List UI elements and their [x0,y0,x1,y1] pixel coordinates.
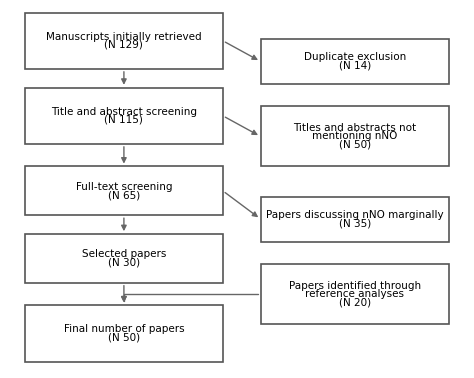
Text: (N 50): (N 50) [339,140,371,150]
FancyBboxPatch shape [25,88,223,144]
Text: (N 65): (N 65) [108,190,140,200]
Text: Final number of papers: Final number of papers [64,324,184,334]
Text: (N 129): (N 129) [104,40,143,50]
FancyBboxPatch shape [25,234,223,283]
Text: Title and abstract screening: Title and abstract screening [51,107,197,117]
FancyBboxPatch shape [261,107,449,166]
Text: (N 30): (N 30) [108,257,140,268]
FancyBboxPatch shape [261,197,449,242]
Text: mentioning nNO: mentioning nNO [312,132,398,141]
Text: Manuscripts initially retrieved: Manuscripts initially retrieved [46,32,202,42]
Text: (N 20): (N 20) [339,297,371,307]
FancyBboxPatch shape [261,39,449,84]
Text: Selected papers: Selected papers [82,249,166,259]
Text: (N 14): (N 14) [339,60,371,71]
Text: Duplicate exclusion: Duplicate exclusion [304,52,406,62]
Text: (N 35): (N 35) [339,218,371,228]
Text: Titles and abstracts not: Titles and abstracts not [293,123,416,133]
FancyBboxPatch shape [261,264,449,324]
Text: Papers identified through: Papers identified through [289,281,421,291]
FancyBboxPatch shape [25,305,223,362]
Text: reference analyses: reference analyses [305,289,404,299]
Text: (N 115): (N 115) [104,115,143,125]
FancyBboxPatch shape [25,166,223,215]
Text: Papers discussing nNO marginally: Papers discussing nNO marginally [266,210,444,220]
Text: Full-text screening: Full-text screening [76,182,172,192]
FancyBboxPatch shape [25,12,223,69]
Text: (N 50): (N 50) [108,333,140,342]
